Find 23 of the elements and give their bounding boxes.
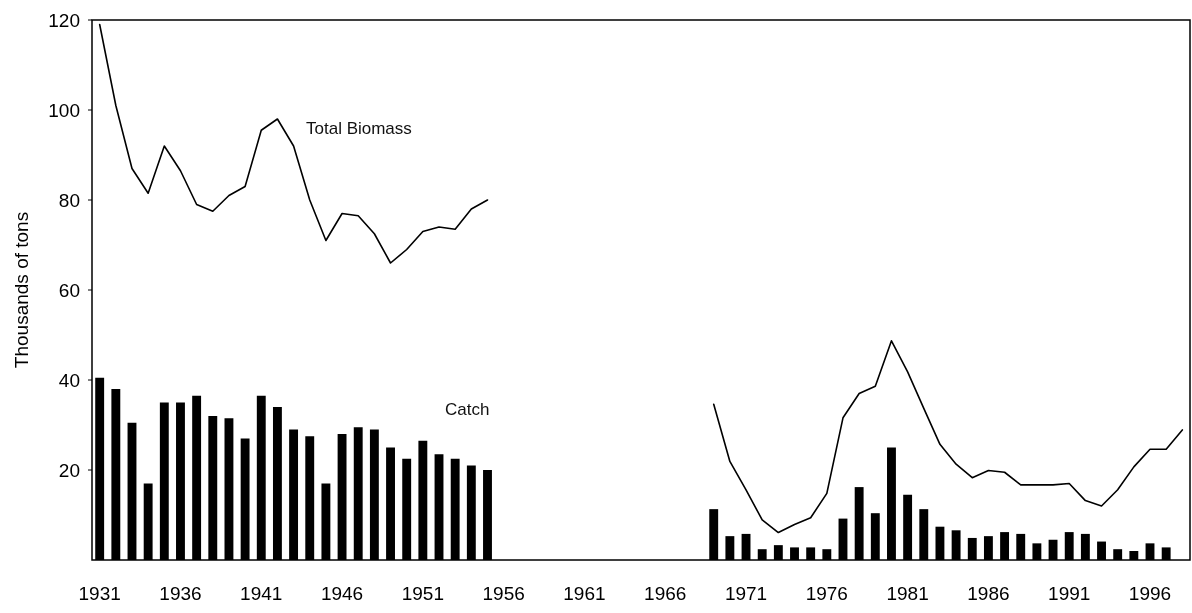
x-tick-label: 1966 [644, 583, 687, 604]
x-tick-label: 1971 [724, 583, 768, 604]
y-tick-label: 120 [48, 9, 80, 31]
x-tick-label: 1986 [967, 583, 1010, 604]
y-tick-label: 100 [48, 99, 80, 121]
x-tick-label: 1996 [1128, 583, 1172, 604]
y-tick-label: 80 [58, 189, 80, 211]
x-tick-label: 1956 [482, 583, 525, 604]
x-tick-label: 1931 [78, 583, 121, 604]
x-tick-label: 1951 [401, 583, 444, 604]
x-tick-label: 1976 [805, 583, 848, 604]
series-label: Total Biomass [306, 119, 412, 138]
x-tick-label: 1981 [886, 583, 929, 604]
x-tick-label: 1936 [159, 583, 202, 604]
series-label: Catch [445, 400, 490, 419]
y-tick-label: 40 [58, 369, 80, 391]
y-tick-label: 60 [58, 279, 80, 301]
x-tick-label: 1961 [563, 583, 606, 604]
x-tick-label: 1991 [1048, 583, 1091, 604]
y-tick-label: 20 [58, 459, 80, 481]
x-tick-label: 1946 [320, 583, 364, 604]
x-tick-label: 1941 [240, 583, 283, 604]
y-axis-title: Thousands of tons [11, 211, 32, 369]
